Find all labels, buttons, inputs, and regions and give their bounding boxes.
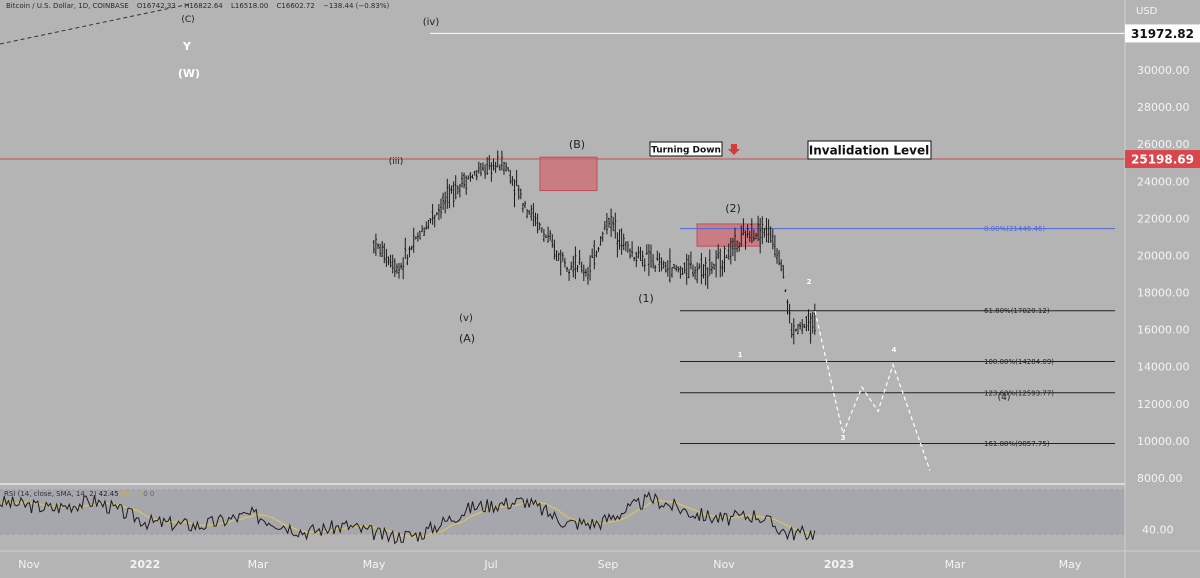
x-tick-6: Nov: [713, 558, 735, 571]
fib-label-1: 61.80%(17020.12): [984, 307, 1050, 315]
price-marker-0: [1125, 24, 1200, 43]
rsi-line: [0, 491, 816, 545]
down-arrow-icon: [728, 144, 740, 155]
y-tick-11: 8000.00: [1137, 472, 1183, 485]
x-tick-2: Mar: [248, 558, 269, 571]
fib-label-4: 161.80%(9857.75): [984, 440, 1050, 448]
ohlc-change: −138.44 (−0.83%): [323, 2, 390, 10]
wave-label-4: (iii): [389, 157, 404, 167]
symbol-header: Bitcoin / U.S. Dollar, 1D, COINBASE O167…: [6, 2, 395, 10]
x-tick-5: Sep: [598, 558, 619, 571]
x-tick-8: Mar: [945, 558, 966, 571]
y-tick-5: 20000.00: [1137, 249, 1190, 262]
ohlc-close: C16602.72: [276, 2, 315, 10]
wave-label-9: (2): [725, 202, 741, 215]
rsi-extra: 0 0: [143, 490, 154, 498]
rsi-y-tick: 40.00: [1142, 523, 1174, 536]
y-tick-3: 24000.00: [1137, 175, 1190, 188]
y-tick-9: 12000.00: [1137, 398, 1190, 411]
x-tick-9: May: [1059, 558, 1082, 571]
x-tick-3: May: [363, 558, 386, 571]
rsi-ma-line: [0, 499, 815, 538]
wave-label-3: (iv): [423, 17, 440, 28]
wave-label-5: (v): [459, 313, 473, 324]
wave-label-8: (1): [638, 292, 654, 305]
rsi-ma-value: 49.38: [121, 490, 143, 498]
wave-label-6: (A): [459, 332, 475, 345]
ohlc-low: L16518.00: [230, 2, 269, 10]
candles: [372, 150, 816, 345]
invalidation-note: Invalidation Level: [807, 140, 932, 160]
turning-down-text: Turning Down: [651, 146, 721, 156]
price-marker-label-0: 31972.82: [1131, 27, 1194, 41]
y-tick-2: 26000.00: [1137, 138, 1190, 151]
turning-down-note: Turning Down: [649, 141, 740, 157]
invalidation-text: Invalidation Level: [809, 144, 930, 158]
resistance-box-b-zone: [539, 156, 598, 192]
symbol-name: Bitcoin / U.S. Dollar, 1D, COINBASE: [6, 2, 129, 10]
projection-path: [814, 310, 931, 471]
price-axis[interactable]: [1125, 0, 1200, 578]
wave-label-2: (W): [178, 67, 200, 80]
x-tick-1: 2022: [130, 558, 161, 571]
fib-label-0: 0.00%(21446.46): [984, 225, 1045, 233]
trend-line: [0, 3, 191, 45]
y-tick-4: 22000.00: [1137, 212, 1190, 225]
wave-label-7: (B): [569, 138, 585, 151]
x-tick-4: Jul: [483, 558, 497, 571]
ohlc-high: H16822.64: [184, 2, 223, 10]
wave-label-10: (4): [998, 393, 1011, 403]
price-marker-1: [1125, 150, 1200, 169]
wave-label-12: 2: [807, 278, 812, 286]
y-tick-1: 28000.00: [1137, 101, 1190, 114]
ohlc-open: O16742.33: [136, 2, 176, 10]
x-tick-0: Nov: [18, 558, 40, 571]
wave-label-11: 1: [738, 351, 743, 359]
wave-label-14: 4: [892, 346, 897, 354]
y-tick-7: 16000.00: [1137, 324, 1190, 337]
y-tick-8: 14000.00: [1137, 361, 1190, 374]
y-tick-0: 30000.00: [1137, 64, 1190, 77]
rsi-value: 42.45: [99, 490, 121, 498]
currency-label: USD: [1136, 6, 1158, 17]
wave-label-0: (C): [181, 15, 194, 25]
rsi-legend-name: RSI (14, close, SMA, 14, 2): [4, 490, 99, 498]
turning-down-box: [649, 141, 723, 157]
fib-label-3: 123.60%(12593.77): [984, 389, 1054, 397]
x-tick-7: 2023: [824, 558, 855, 571]
resistance-box-2-zone: [696, 223, 761, 247]
price-plot: 0.00%(21446.46) 61.80%(17020.12) 100.00%(1…: [0, 3, 1125, 471]
invalidation-box: [807, 140, 932, 160]
y-tick-6: 18000.00: [1137, 287, 1190, 300]
rsi-legend: RSI (14, close, SMA, 14, 2) 42.45 49.38 …: [4, 490, 154, 498]
fib-label-2: 100.00%(14284.09): [984, 358, 1054, 366]
y-tick-10: 10000.00: [1137, 435, 1190, 448]
price-marker-label-1: 25198.69: [1131, 153, 1194, 167]
wave-label-1: Y: [182, 40, 192, 53]
wave-label-13: 3: [841, 434, 846, 442]
